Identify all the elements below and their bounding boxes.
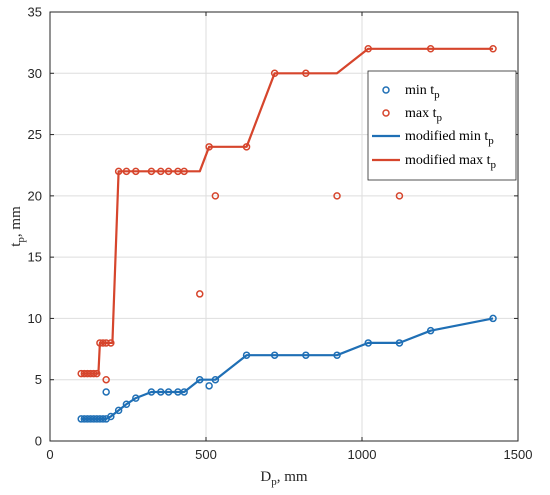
data-point-series-0 xyxy=(132,394,140,402)
data-point-series-0 xyxy=(196,375,204,384)
data-point-series-0 xyxy=(157,388,165,396)
legend-swatch-0 xyxy=(382,86,390,94)
data-point-series-0 xyxy=(164,388,173,396)
data-point-series-0 xyxy=(205,382,213,390)
data-point-series-0 xyxy=(107,412,115,421)
data-point-series-1 xyxy=(93,369,101,378)
x-axis-label: Dp, mm xyxy=(260,469,308,488)
data-point-series-1 xyxy=(107,339,115,347)
data-point-series-1 xyxy=(395,192,404,200)
data-point-series-1 xyxy=(489,45,497,53)
data-point-series-1 xyxy=(89,369,98,378)
data-point-series-1 xyxy=(132,167,140,176)
data-point-series-1 xyxy=(333,192,341,200)
data-point-series-1 xyxy=(99,339,107,347)
data-point-series-1 xyxy=(205,143,213,151)
data-point-series-0 xyxy=(242,351,251,359)
x-tick-label: 1000 xyxy=(348,447,377,462)
y-tick-label: 30 xyxy=(28,66,42,81)
grid xyxy=(50,12,518,441)
data-point-series-1 xyxy=(180,167,188,176)
x-tick-label: 0 xyxy=(46,447,53,462)
data-point-series-1 xyxy=(122,167,131,176)
data-point-series-0 xyxy=(364,339,372,347)
axes-box xyxy=(49,11,519,442)
series-line-3 xyxy=(81,47,493,375)
y-tick-label: 25 xyxy=(28,127,42,142)
data-point-series-0 xyxy=(180,388,188,396)
data-point-series-0 xyxy=(122,400,131,408)
data-point-series-0 xyxy=(395,339,404,347)
legend-label-0: min tp xyxy=(405,83,440,101)
data-point-series-1 xyxy=(364,45,372,53)
y-tick-label: 15 xyxy=(28,250,42,265)
data-point-series-1 xyxy=(102,375,110,384)
data-point-series-0 xyxy=(270,351,279,359)
data-point-series-1 xyxy=(102,339,110,347)
legend-items: min tp max tp modified min tp modified max … xyxy=(372,83,497,171)
data-point-series-1 xyxy=(426,45,435,53)
legend-label-3: modified max tp xyxy=(405,153,497,171)
legend-box xyxy=(367,70,517,181)
data-point-series-1 xyxy=(270,69,279,78)
x-tick-label: 500 xyxy=(195,447,217,462)
data-point-series-1 xyxy=(196,290,204,298)
y-tick-label: 20 xyxy=(28,188,42,203)
data-point-series-1 xyxy=(157,167,165,176)
x-tick-label: 1500 xyxy=(504,447,533,462)
plot-markers xyxy=(77,45,497,423)
data-point-series-0 xyxy=(426,326,435,335)
y-tick-label: 35 xyxy=(28,5,42,20)
y-axis-label: tp, mm xyxy=(8,206,27,247)
data-point-series-0 xyxy=(147,388,156,396)
y-tick-label: 5 xyxy=(35,372,42,387)
data-point-series-0 xyxy=(333,351,341,359)
data-point-series-0 xyxy=(114,406,123,415)
data-point-series-0 xyxy=(302,351,310,359)
data-point-series-1 xyxy=(114,167,123,176)
legend-label-2: modified min tp xyxy=(405,129,494,147)
y-tick-label: 0 xyxy=(35,434,42,449)
data-point-series-0 xyxy=(102,388,110,396)
data-point-series-1 xyxy=(164,167,173,176)
data-point-series-1 xyxy=(147,167,156,176)
data-point-series-1 xyxy=(302,69,310,78)
legend-swatch-1 xyxy=(382,109,390,117)
data-point-series-0 xyxy=(99,415,107,423)
data-point-series-1 xyxy=(211,192,220,200)
data-point-series-0 xyxy=(211,375,220,384)
legend: min tp max tp modified min tp modified max … xyxy=(367,70,517,181)
ticks: 0 500 1000 1500 0 5 10 15 20 25 30 35 xyxy=(28,5,533,463)
data-point-series-0 xyxy=(489,314,497,323)
y-tick-label: 10 xyxy=(28,311,42,326)
legend-label-1: max tp xyxy=(405,106,443,124)
data-point-series-1 xyxy=(242,143,251,151)
